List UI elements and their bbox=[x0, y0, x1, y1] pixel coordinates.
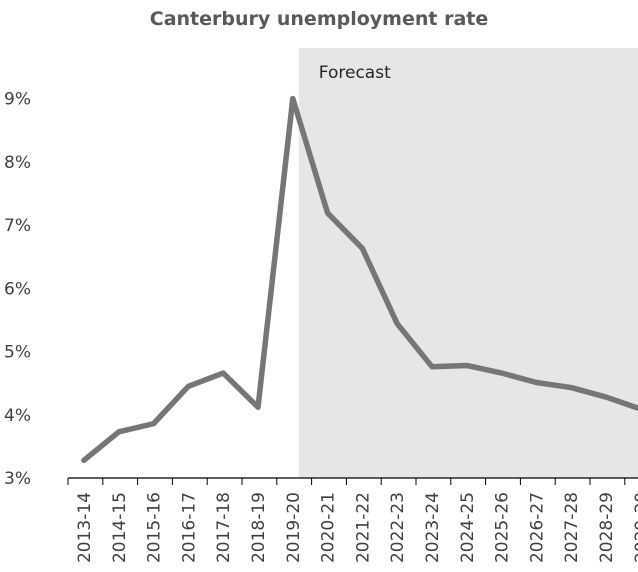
x-tick-label: 2013-14 bbox=[75, 492, 95, 563]
x-tick-label: 2023-24 bbox=[423, 492, 443, 563]
data-point bbox=[603, 394, 609, 400]
data-point bbox=[568, 384, 574, 391]
x-tick-label: 2029-30 bbox=[632, 492, 638, 563]
data-point bbox=[116, 429, 122, 435]
x-tick-label: 2016-17 bbox=[179, 492, 199, 563]
y-tick-label: 6% bbox=[4, 279, 31, 299]
x-tick-label: 2014-15 bbox=[110, 492, 130, 563]
forecast-region bbox=[298, 48, 638, 478]
x-tick-label: 2027-28 bbox=[562, 492, 582, 563]
y-tick-label: 4% bbox=[4, 406, 31, 426]
data-point bbox=[220, 370, 226, 376]
x-tick-label: 2025-26 bbox=[493, 492, 513, 563]
data-point bbox=[429, 364, 435, 370]
data-point bbox=[290, 95, 296, 102]
x-tick-label: 2017-18 bbox=[214, 492, 234, 563]
y-tick-label: 8% bbox=[4, 153, 31, 173]
y-tick-label: 3% bbox=[4, 469, 31, 489]
data-point bbox=[255, 404, 261, 410]
y-tick-label: 7% bbox=[4, 216, 31, 236]
x-tick-label: 2015-16 bbox=[145, 492, 165, 563]
x-tick-label: 2021-22 bbox=[353, 492, 373, 563]
data-point bbox=[464, 362, 470, 369]
y-tick-label: 9% bbox=[4, 90, 31, 110]
data-point bbox=[359, 245, 365, 252]
data-point bbox=[325, 210, 331, 216]
x-tick-label: 2022-23 bbox=[388, 492, 408, 563]
y-axis: 3% 4% 5% 6% 7% 8% 9% bbox=[4, 90, 31, 489]
x-axis: 2013-14 2014-15 2015-16 2016-17 2017-18 2018-… bbox=[67, 478, 638, 563]
x-tick-label: 2019-20 bbox=[284, 492, 304, 563]
data-point bbox=[151, 421, 157, 427]
data-point bbox=[394, 321, 400, 327]
x-tick-label: 2024-25 bbox=[458, 492, 478, 563]
y-tick-label: 5% bbox=[4, 343, 31, 363]
forecast-label: Forecast bbox=[319, 63, 391, 83]
data-points bbox=[81, 95, 609, 463]
data-point bbox=[81, 457, 87, 463]
data-point bbox=[499, 370, 505, 376]
chart-title: Canterbury unemployment rate bbox=[149, 8, 489, 30]
x-tick-label: 2020-21 bbox=[319, 492, 339, 563]
x-tick-label: 2026-27 bbox=[527, 492, 547, 563]
data-point bbox=[533, 379, 540, 386]
data-point bbox=[185, 383, 191, 389]
x-tick-label: 2028-29 bbox=[597, 492, 617, 563]
x-tick-label: 2018-19 bbox=[249, 492, 269, 563]
